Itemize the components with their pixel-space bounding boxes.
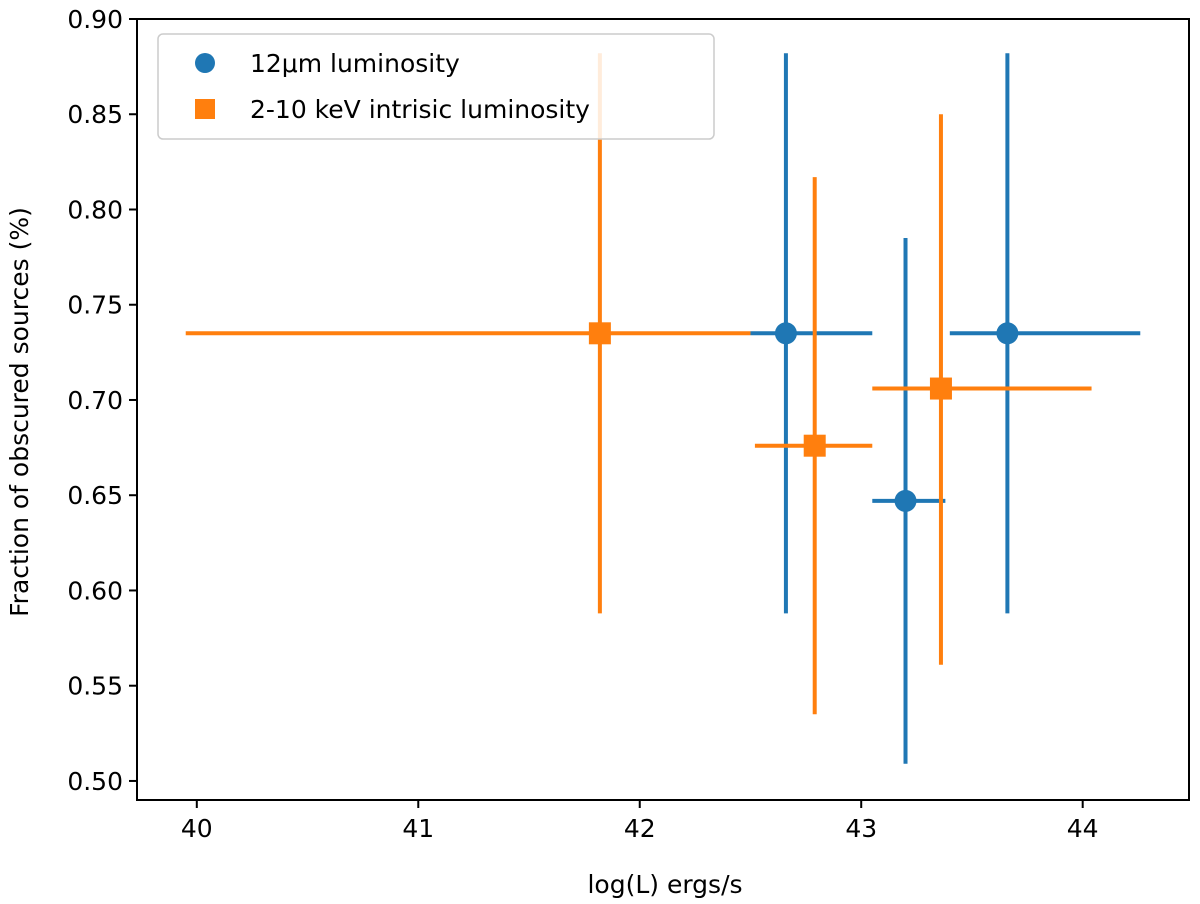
legend-marker-square bbox=[195, 99, 215, 119]
x-tick-label: 40 bbox=[181, 814, 213, 843]
data-point-circle bbox=[774, 322, 797, 345]
y-tick-label: 0.80 bbox=[67, 195, 123, 224]
legend-marker-circle bbox=[195, 53, 215, 73]
plot-frame bbox=[136, 18, 1190, 801]
y-tick-label: 0.70 bbox=[67, 386, 123, 415]
plot-content bbox=[185, 53, 1141, 764]
y-tick-label: 0.85 bbox=[67, 100, 123, 129]
data-point-square bbox=[929, 377, 952, 400]
y-tick-label: 0.55 bbox=[67, 672, 123, 701]
x-tick-label: 41 bbox=[402, 814, 434, 843]
x-tick-label: 43 bbox=[845, 814, 877, 843]
data-point-square bbox=[803, 434, 826, 457]
series-2-10kev bbox=[185, 53, 1092, 715]
data-point-circle bbox=[894, 489, 917, 512]
series-12um bbox=[750, 53, 1141, 764]
y-axis-label: Fraction of obscured sources (%) bbox=[5, 207, 34, 617]
x-axis-label: log(L) ergs/s bbox=[587, 870, 742, 899]
data-point-circle bbox=[996, 322, 1019, 345]
y-tick-label: 0.60 bbox=[67, 576, 123, 605]
y-tick-label: 0.75 bbox=[67, 291, 123, 320]
y-tick-label: 0.50 bbox=[67, 767, 123, 796]
legend: 12μm luminosity 2-10 keV intrisic lumino… bbox=[157, 33, 715, 140]
legend-label-12um: 12μm luminosity bbox=[250, 49, 460, 78]
y-tick-label: 0.90 bbox=[67, 5, 123, 34]
legend-box bbox=[157, 33, 715, 140]
axes: 40 41 42 43 44 0.50 0.55 0.60 0.65 0.70 0.75 0.80 0.… bbox=[67, 5, 1190, 843]
x-tick-label: 42 bbox=[624, 814, 656, 843]
legend-label-2-10kev: 2-10 keV intrisic luminosity bbox=[250, 95, 590, 124]
y-tick-label: 0.65 bbox=[67, 481, 123, 510]
data-point-square bbox=[588, 322, 611, 345]
x-tick-label: 44 bbox=[1067, 814, 1099, 843]
